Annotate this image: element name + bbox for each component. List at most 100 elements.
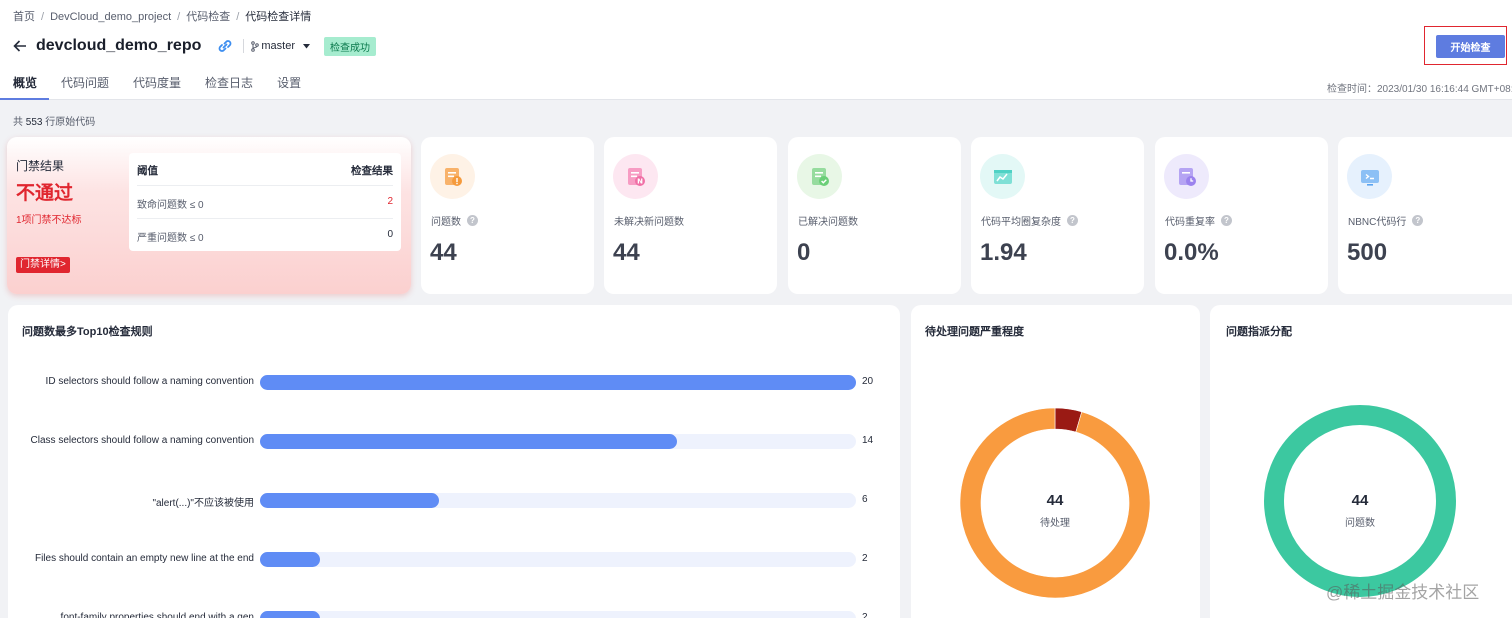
link-icon[interactable] [217, 38, 233, 54]
donut-segment[interactable] [959, 407, 1151, 599]
tab-code-metrics[interactable]: 代码度量 [133, 76, 182, 90]
metric-card-resolved-issues[interactable]: 已解决问题数 0 [788, 137, 961, 294]
repo-title: devcloud_demo_repo [36, 37, 202, 54]
rule-bar-track[interactable] [260, 611, 856, 618]
chevron-down-icon [303, 43, 310, 49]
resolved-issues-icon [797, 154, 842, 199]
panel-title: 待处理问题严重程度 [925, 326, 1024, 338]
breadcrumb-current: 代码检查详情 [245, 11, 312, 23]
tab-settings[interactable]: 设置 [277, 76, 302, 90]
tab-code-issues[interactable]: 代码问题 [61, 76, 110, 90]
metric-card-new-issues[interactable]: N 未解决新问题数 44 [604, 137, 777, 294]
complexity-icon [980, 154, 1025, 199]
rule-bar[interactable] [260, 493, 439, 508]
metric-value: 0.0% [1164, 239, 1219, 266]
metric-value: 0 [797, 239, 811, 266]
rule-bar-value: 2 [862, 553, 868, 564]
branch-name: master [261, 40, 295, 52]
watermark: @稀土掘金技术社区 [1326, 583, 1480, 602]
tab-bar: 概览 代码问题 代码度量 检查日志 设置 [0, 68, 313, 100]
rule-label: Class selectors should follow a naming c… [30, 435, 254, 446]
rule-bar[interactable] [260, 611, 320, 618]
metric-value: 44 [613, 239, 640, 266]
rule-bar-track[interactable] [260, 375, 856, 390]
metric-label: 未解决新问题数 [614, 217, 684, 228]
lines-count-value: 553 [25, 117, 43, 128]
rule-label: ID selectors should follow a naming conv… [45, 376, 254, 387]
breadcrumb-section[interactable]: 代码检查 [186, 11, 231, 23]
rule-bar-value: 6 [862, 494, 868, 505]
gate-result-card: 门禁结果 不通过 1项门禁不达标 门禁详情> 阈值 检查结果 致命问题数 ≤ 0… [7, 137, 411, 294]
assignment-panel: 问题指派分配 44 问题数 [1210, 305, 1512, 618]
help-icon[interactable]: ? [1221, 215, 1232, 226]
rule-label: "alert(...)"不应该被使用 [152, 498, 254, 509]
severity-panel: 待处理问题严重程度 44 待处理 [911, 305, 1200, 618]
gate-detail-button[interactable]: 门禁详情> [16, 257, 70, 273]
donut-center-label: 待处理 [1040, 518, 1070, 529]
metric-value: 1.94 [980, 239, 1027, 266]
metric-value: 44 [430, 239, 457, 266]
metric-card-issues[interactable]: 问题数? 44 [421, 137, 594, 294]
issues-icon [430, 154, 475, 199]
rule-label: font-family properties should end with a… [60, 612, 254, 618]
rule-bar-track[interactable] [260, 434, 856, 449]
metric-label: 问题数 [431, 217, 461, 228]
start-button-highlight: 开始检查 [1424, 26, 1507, 65]
metric-card-complexity[interactable]: 代码平均圈复杂度? 1.94 [971, 137, 1144, 294]
breadcrumb-project[interactable]: DevCloud_demo_project [50, 11, 172, 23]
duplication-icon [1164, 154, 1209, 199]
rule-bar[interactable] [260, 552, 320, 567]
start-check-button[interactable]: 开始检查 [1436, 35, 1505, 58]
check-time: 检查时间：2023/01/30 16:16:44 GMT+08:0 [1327, 84, 1512, 95]
rule-bar-track[interactable] [260, 552, 856, 567]
new-issues-icon: N [613, 154, 658, 199]
top-rules-panel: 问题数最多Top10检查规则 ID selectors should follo… [8, 305, 900, 618]
tab-check-logs[interactable]: 检查日志 [205, 76, 254, 90]
metric-value: 500 [1347, 239, 1388, 266]
help-icon[interactable]: ? [467, 215, 478, 226]
lines-count: 共 553 行原始代码 [13, 117, 96, 128]
gate-col-threshold: 阈值 [137, 165, 158, 177]
branch-selector[interactable]: master [251, 40, 310, 52]
metric-label: 代码平均圈复杂度 [981, 217, 1061, 228]
panel-title: 问题指派分配 [1226, 326, 1292, 338]
donut-center-total: 44 [1046, 492, 1064, 509]
breadcrumb: 首页 / DevCloud_demo_project / 代码检查 / 代码检查详情 [13, 11, 312, 23]
help-icon[interactable]: ? [1067, 215, 1078, 226]
rule-bar[interactable] [260, 434, 678, 449]
rule-bar-track[interactable] [260, 493, 856, 508]
rule-bar-value: 14 [862, 435, 874, 446]
metric-label: 代码重复率 [1165, 217, 1215, 228]
gate-table-row: 致命问题数 ≤ 0 2 [137, 196, 393, 211]
donut-center-label: 问题数 [1345, 518, 1375, 529]
rule-bar-value: 2 [862, 612, 868, 618]
nbnc-lines-icon [1347, 154, 1392, 199]
divider [243, 39, 245, 53]
metric-label: NBNC代码行 [1348, 217, 1407, 228]
rule-label: Files should contain an empty new line a… [34, 553, 254, 564]
svg-text:N: N [637, 177, 643, 185]
gate-table-header: 阈值 检查结果 [137, 163, 393, 178]
donut-center-total: 44 [1351, 492, 1369, 509]
help-icon[interactable]: ? [1412, 215, 1424, 226]
gate-table: 阈值 检查结果 致命问题数 ≤ 0 2 严重问题数 ≤ 0 0 [129, 153, 401, 251]
breadcrumb-home[interactable]: 首页 [13, 11, 35, 23]
gate-table-row: 严重问题数 ≤ 0 0 [137, 229, 393, 244]
donut-segment[interactable] [1264, 405, 1456, 597]
title-row: devcloud_demo_repo master 检查成功 [12, 34, 376, 58]
rule-bar-value: 20 [862, 376, 874, 387]
gate-result: 不通过 [16, 183, 74, 204]
gate-subtitle: 1项门禁不达标 [16, 215, 82, 226]
tab-overview[interactable]: 概览 [0, 68, 50, 100]
back-arrow-icon[interactable] [12, 38, 28, 54]
panel-title: 问题数最多Top10检查规则 [22, 326, 153, 338]
severity-donut-chart [959, 407, 1151, 599]
rule-bar[interactable] [260, 375, 856, 390]
metric-label: 已解决问题数 [798, 217, 858, 228]
gate-title: 门禁结果 [16, 159, 65, 173]
status-badge: 检查成功 [324, 36, 376, 56]
gate-col-result: 检查结果 [351, 165, 393, 177]
metric-card-duplication[interactable]: 代码重复率? 0.0% [1155, 137, 1328, 294]
assignment-donut-chart [1264, 405, 1456, 597]
metric-card-nbnc-lines[interactable]: NBNC代码行? 500 [1338, 137, 1512, 294]
